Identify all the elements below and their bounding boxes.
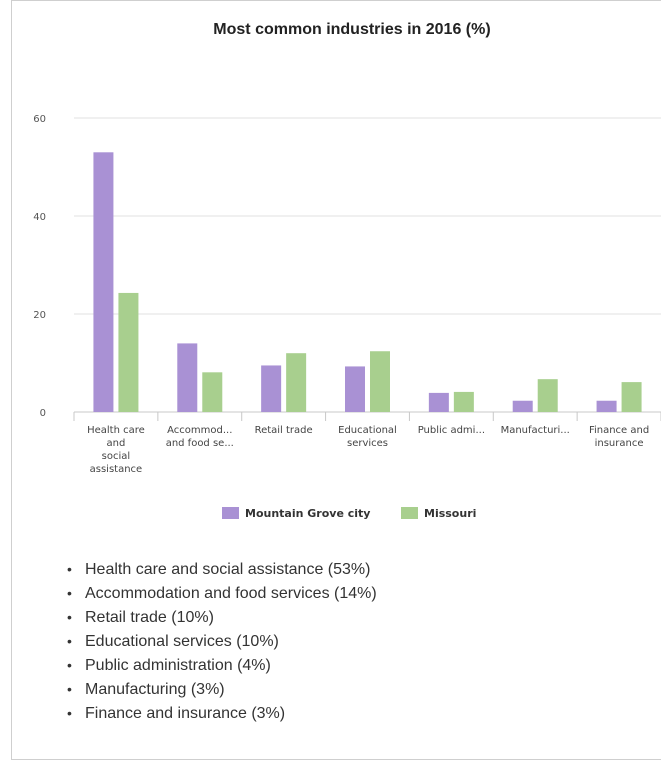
legend-label: Mountain Grove city bbox=[245, 507, 370, 520]
bar-mountain-grove bbox=[345, 366, 365, 412]
bar-mountain-grove bbox=[596, 400, 617, 412]
legend-swatch-missouri bbox=[401, 507, 418, 519]
bullet-icon: • bbox=[67, 609, 72, 625]
list-item: • Retail trade (10%) bbox=[67, 605, 377, 629]
x-tick-label: Educational bbox=[338, 425, 397, 436]
x-tick-label: Public admi... bbox=[418, 425, 485, 436]
bar-missouri bbox=[118, 292, 139, 412]
bullet-icon: • bbox=[67, 657, 72, 673]
bar-chart: Most common industries in 2016 (%) 0 20 40 6… bbox=[33, 21, 661, 520]
x-tick-label: Finance and bbox=[589, 425, 649, 436]
bullet-icon: • bbox=[67, 561, 72, 577]
y-tick-label: 40 bbox=[33, 212, 46, 223]
industry-summary-list: • Health care and social assistance (53%)… bbox=[67, 557, 377, 725]
list-item: • Finance and insurance (3%) bbox=[67, 701, 377, 725]
list-item: • Educational services (10%) bbox=[67, 629, 377, 653]
bar-mountain-grove bbox=[261, 365, 282, 412]
x-tick-label: social bbox=[102, 451, 131, 462]
x-tick-label: and food se... bbox=[166, 438, 234, 449]
y-tick-label: 20 bbox=[33, 310, 46, 321]
list-item-text: Public administration (4%) bbox=[85, 657, 271, 674]
x-tick-label: Health care bbox=[87, 425, 145, 436]
x-tick-label: Manufacturi... bbox=[501, 425, 570, 436]
y-tick-label: 0 bbox=[40, 408, 46, 419]
legend-label: Missouri bbox=[424, 507, 476, 520]
x-tick-label: Retail trade bbox=[255, 425, 313, 436]
bar-missouri bbox=[453, 391, 474, 412]
bullet-icon: • bbox=[67, 633, 72, 649]
bar-mountain-grove bbox=[177, 343, 198, 412]
chart-panel: Most common industries in 2016 (%) 0 20 40 6… bbox=[11, 0, 661, 760]
list-item: • Public administration (4%) bbox=[67, 653, 377, 677]
list-item: • Health care and social assistance (53%) bbox=[67, 557, 377, 581]
x-tick-label: services bbox=[347, 438, 388, 449]
y-tick-label: 60 bbox=[33, 114, 46, 125]
bar-mountain-grove bbox=[512, 400, 533, 412]
x-tick-label: and bbox=[107, 438, 126, 449]
x-tick-label: insurance bbox=[595, 438, 644, 449]
bullet-icon: • bbox=[67, 681, 72, 697]
list-item-text: Manufacturing (3%) bbox=[85, 681, 225, 698]
list-item-text: Educational services (10%) bbox=[85, 633, 279, 650]
list-item: • Accommodation and food services (14%) bbox=[67, 581, 377, 605]
bullet-icon: • bbox=[67, 705, 72, 721]
legend-swatch-mountain-grove bbox=[222, 507, 239, 519]
bar-missouri bbox=[370, 351, 390, 412]
chart-title: Most common industries in 2016 (%) bbox=[213, 21, 490, 38]
list-item-text: Accommodation and food services (14%) bbox=[85, 585, 377, 602]
x-tick-label: Accommod... bbox=[167, 425, 232, 436]
bar-missouri bbox=[537, 379, 558, 412]
list-item: • Manufacturing (3%) bbox=[67, 677, 377, 701]
x-tick-label: assistance bbox=[90, 464, 143, 475]
list-item-text: Retail trade (10%) bbox=[85, 609, 214, 626]
bar-missouri bbox=[202, 372, 223, 412]
bullet-icon: • bbox=[67, 585, 72, 601]
list-item-text: Finance and insurance (3%) bbox=[85, 705, 286, 722]
bar-mountain-grove bbox=[93, 152, 114, 413]
bar-mountain-grove bbox=[428, 392, 449, 412]
bar-missouri bbox=[286, 353, 307, 412]
bar-missouri bbox=[621, 382, 642, 412]
list-item-text: Health care and social assistance (53%) bbox=[85, 561, 371, 578]
